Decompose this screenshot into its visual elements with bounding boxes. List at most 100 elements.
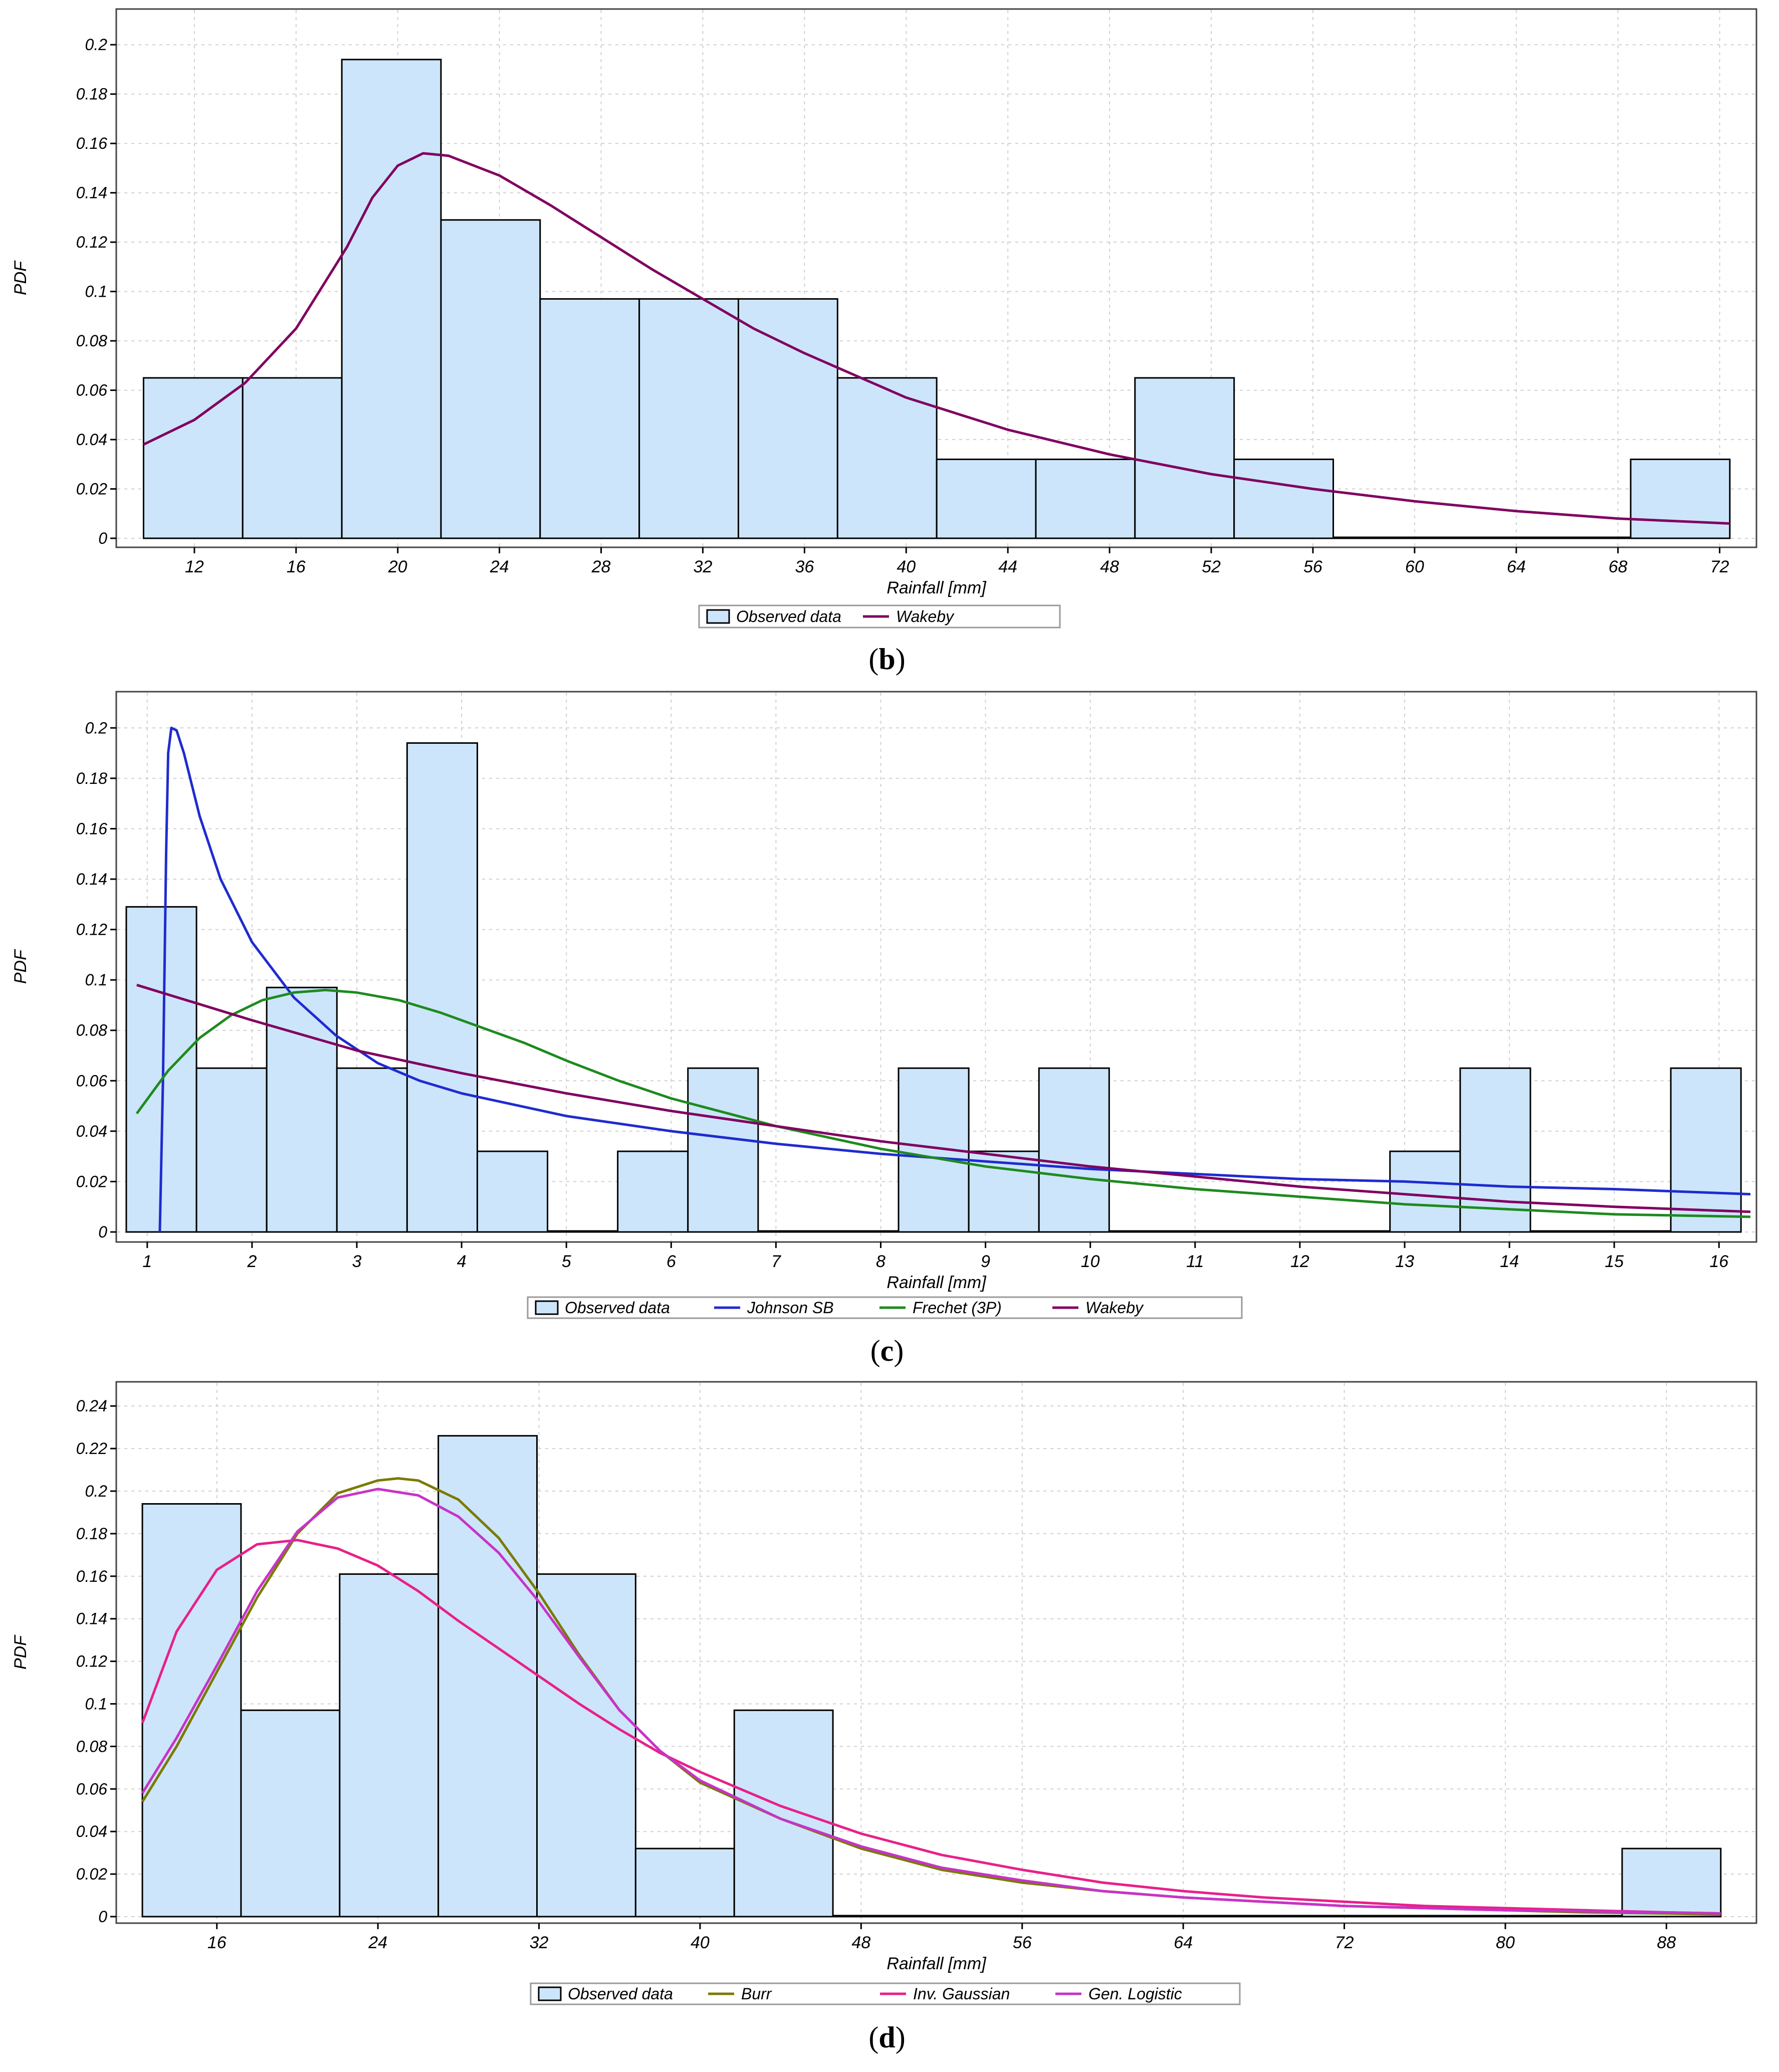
histogram-bar — [1529, 1230, 1602, 1233]
y-tick-label: 0.06 — [76, 381, 107, 399]
histogram-bar — [1459, 1067, 1531, 1233]
histogram-bar — [1522, 1915, 1623, 1918]
histogram-bar — [547, 1230, 619, 1233]
y-tick-label: 0.16 — [76, 1567, 107, 1585]
histogram-bar — [437, 1435, 538, 1918]
histogram-bar — [827, 1230, 900, 1233]
x-tick-label: 32 — [530, 1933, 549, 1952]
histogram-bar — [1038, 1067, 1110, 1233]
x-tick-label: 88 — [1657, 1933, 1676, 1952]
panel-b-legend: Observed data Wakeby — [698, 604, 1061, 629]
y-axis-label: PDF — [11, 949, 30, 984]
y-tick-label: 0.14 — [76, 184, 107, 202]
y-tick-label: 0.04 — [76, 1822, 107, 1840]
panel-d-x-axis: 16 24 32 40 48 56 64 72 80 88 Rainfall [mm] — [207, 1923, 1676, 1973]
histogram-bar — [1332, 536, 1433, 539]
histogram-bar — [733, 1709, 834, 1918]
x-tick-label: 24 — [490, 557, 509, 576]
y-tick-label: 0.16 — [76, 819, 107, 838]
legend-swatch-observed-data — [706, 609, 730, 624]
x-tick-label: 72 — [1335, 1933, 1354, 1952]
panel-c-y-axis: 0 0.02 0.04 0.06 0.08 0.1 0.12 0.14 0.16 0.18 0.2 P… — [11, 719, 116, 1241]
legend-label-observed-data: Observed data — [736, 607, 841, 626]
legend-label-frechet-3p: Frechet (3P) — [913, 1299, 1002, 1317]
panel-c-curves — [135, 726, 1751, 1232]
legend-swatch-observed-data — [538, 1986, 562, 2001]
histogram-bar — [240, 1709, 341, 1918]
x-tick-label: 14 — [1500, 1252, 1519, 1271]
y-tick-label: 0 — [98, 1908, 107, 1926]
y-tick-label: 0.04 — [76, 1122, 107, 1140]
x-tick-label: 3 — [352, 1252, 362, 1271]
y-tick-label: 0.08 — [76, 1021, 107, 1040]
panel-caption: (d) — [868, 2021, 905, 2054]
y-tick-label: 0.12 — [76, 1652, 107, 1671]
histogram-bar — [1630, 458, 1731, 539]
histogram-bar — [539, 298, 640, 539]
histogram-bar — [142, 377, 244, 539]
histogram-bar — [242, 377, 343, 539]
histogram-bar — [339, 1573, 439, 1918]
x-tick-label: 68 — [1609, 557, 1628, 576]
x-tick-label: 48 — [1100, 557, 1119, 576]
x-axis-label: Rainfall [mm] — [886, 578, 987, 597]
curve-wakeby — [143, 152, 1730, 525]
x-tick-label: 2 — [247, 1252, 257, 1271]
y-axis-label: PDF — [11, 1634, 30, 1670]
panel-b-curves — [143, 152, 1730, 525]
histogram-bar — [1227, 1915, 1327, 1918]
x-tick-label: 13 — [1395, 1252, 1414, 1271]
panel-d-y-axis: 0 0.02 0.04 0.06 0.08 0.1 0.12 0.14 0.16 0.18 0.2 0… — [11, 1397, 116, 1926]
histogram-bar — [737, 298, 838, 539]
legend-swatch-observed-data — [535, 1300, 559, 1315]
curve-wakeby — [136, 983, 1751, 1213]
x-tick-label: 72 — [1710, 557, 1729, 576]
histogram-bar — [836, 377, 938, 539]
curve-frechet-3p — [135, 988, 1751, 1218]
x-tick-label: 6 — [666, 1252, 676, 1271]
x-axis-label: Rainfall [mm] — [886, 1273, 987, 1292]
x-tick-label: 52 — [1202, 557, 1221, 576]
panel-caption: (c) — [870, 1334, 904, 1367]
legend-label-wakeby: Wakeby — [896, 607, 955, 626]
histogram-bar — [1319, 1230, 1391, 1233]
y-tick-label: 0.22 — [76, 1439, 107, 1458]
histogram-bar — [1600, 1230, 1672, 1233]
histogram-bar — [832, 1915, 933, 1918]
panel-c-legend: Observed data Johnson SB Frechet (3P) Wakeb… — [527, 1296, 1243, 1319]
legend-label-observed-data: Observed data — [568, 1985, 673, 2003]
histogram-bar — [1035, 458, 1136, 539]
histogram-bar — [1249, 1230, 1321, 1233]
x-tick-label: 48 — [851, 1933, 870, 1952]
x-tick-label: 40 — [691, 1933, 710, 1952]
x-tick-label: 80 — [1496, 1933, 1515, 1952]
y-tick-label: 0.04 — [76, 431, 107, 449]
x-tick-label: 44 — [998, 557, 1017, 576]
y-tick-label: 0.2 — [85, 36, 108, 54]
histogram-bar — [638, 298, 739, 539]
histogram-bar — [1134, 377, 1235, 539]
y-tick-label: 0.14 — [76, 870, 107, 888]
legend-label-inv-gaussian: Inv. Gaussian — [913, 1985, 1010, 2003]
histogram-bar — [1233, 458, 1334, 539]
x-tick-label: 12 — [185, 557, 204, 576]
y-tick-label: 0 — [98, 529, 107, 547]
histogram-bar — [1108, 1230, 1180, 1233]
histogram-bar — [266, 986, 338, 1233]
histogram-bar — [1621, 1847, 1722, 1918]
x-tick-label: 16 — [1709, 1252, 1728, 1271]
y-tick-label: 0.1 — [85, 1695, 107, 1713]
panels: 12 16 20 24 28 32 36 40 44 48 52 56 60 64 68 72Rainfall… — [11, 8, 1757, 2054]
x-tick-label: 56 — [1303, 557, 1322, 576]
y-tick-label: 0.1 — [85, 971, 107, 989]
x-tick-label: 10 — [1081, 1252, 1100, 1271]
histogram-bar — [341, 59, 442, 539]
x-tick-label: 36 — [795, 557, 814, 576]
panel-c-histogram — [125, 742, 1742, 1233]
histogram-bar — [931, 1915, 1031, 1918]
x-tick-label: 40 — [897, 557, 916, 576]
histogram-bar — [536, 1573, 636, 1918]
curve-johnson-sb — [158, 726, 1751, 1232]
histogram-bar — [195, 1067, 268, 1233]
